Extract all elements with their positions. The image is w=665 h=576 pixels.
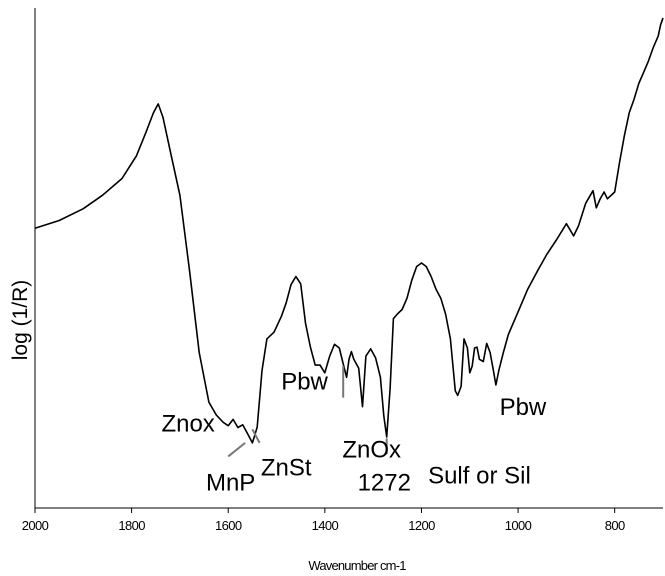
peak-annotation: Sulf or Sil [428, 463, 531, 490]
annotation-pointer [227, 442, 246, 458]
pointer-lines-group [227, 366, 388, 458]
x-tick-label: 1000 [505, 518, 532, 533]
peak-annotation: Znox [161, 411, 214, 438]
x-tick-label: 2000 [22, 518, 49, 533]
x-tick-label: 1800 [118, 518, 145, 533]
peak-annotation: Pbw [500, 394, 547, 421]
peak-annotation: ZnSt [261, 454, 312, 481]
x-axis-label: Wavenumber cm-1 [308, 558, 406, 573]
peak-annotation: MnP [206, 469, 255, 496]
spectrum-line [34, 17, 664, 444]
x-tick-label: 1400 [312, 518, 339, 533]
annotation-pointer [251, 428, 261, 444]
x-tick-label: 800 [605, 518, 625, 533]
x-tick-label: 1200 [408, 518, 435, 533]
peak-annotation: Pbw [281, 369, 328, 396]
ticks-group: 2000 1800 1600 1400 1200 1000 800 [22, 508, 626, 533]
y-axis-label: log (1/R) [9, 280, 32, 361]
peak-annotation: 1272 [358, 469, 411, 496]
series-group [34, 17, 664, 444]
peak-annotation: ZnOx [342, 436, 401, 463]
x-tick-label: 1600 [215, 518, 242, 533]
